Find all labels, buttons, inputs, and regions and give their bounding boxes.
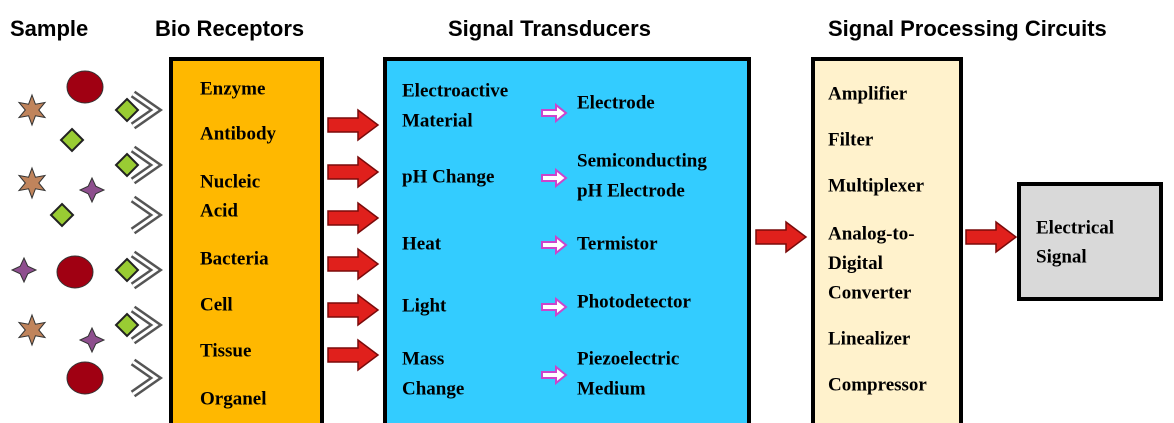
transducer-output: pH Electrode <box>577 180 685 201</box>
bio-receptor-box <box>169 57 324 423</box>
bio-receptor-label: Tissue <box>200 340 251 361</box>
processing-label: Compressor <box>828 374 927 395</box>
transducer-output: Electrode <box>577 92 655 113</box>
arrow <box>965 220 1018 254</box>
bio-receptor-label: Acid <box>200 200 238 221</box>
bio-receptor-label: Enzyme <box>200 78 265 99</box>
heading: Signal Transducers <box>448 16 651 41</box>
arrow <box>327 247 380 281</box>
output-label: Electrical <box>1036 217 1114 238</box>
arrow <box>327 201 380 235</box>
processing-label: Linealizer <box>828 328 911 349</box>
receptor-inner <box>132 252 159 288</box>
transducer-input: pH Change <box>402 166 494 187</box>
transducer-box <box>383 57 751 423</box>
diamond <box>114 257 140 283</box>
receptor-inner <box>132 307 159 343</box>
transducer-output: Termistor <box>577 233 658 254</box>
transducer-output: Medium <box>577 378 646 399</box>
processing-label: Amplifier <box>828 83 908 104</box>
transducer-output: Semiconducting <box>577 150 707 171</box>
processing-label: Digital <box>828 253 883 274</box>
processing-label: Analog-to- <box>828 223 915 244</box>
receptor-inner <box>132 147 159 183</box>
shapes <box>10 57 1163 423</box>
star <box>17 313 47 347</box>
star <box>17 93 47 127</box>
molecule <box>56 255 94 289</box>
receptor-inner <box>132 360 159 396</box>
small-arrow <box>541 167 568 189</box>
processing-label: Converter <box>828 282 912 303</box>
receptor <box>130 358 164 398</box>
transducer-input: Mass <box>402 348 444 369</box>
receptor-inner <box>132 197 159 233</box>
heading: Sample <box>10 16 88 41</box>
star <box>17 166 47 200</box>
diamond <box>114 312 140 338</box>
arrow <box>327 338 380 372</box>
diamond <box>114 97 140 123</box>
transducer-output: Piezoelectric <box>577 348 679 369</box>
arrow <box>327 293 380 327</box>
processing-box <box>811 57 963 423</box>
diamond <box>114 152 140 178</box>
processing-label: Multiplexer <box>828 175 925 196</box>
arrow <box>327 108 380 142</box>
arrow <box>755 220 808 254</box>
star <box>10 256 38 284</box>
heading: Bio Receptors <box>155 16 304 41</box>
transducer-input: Light <box>402 295 447 316</box>
small-arrow <box>541 296 568 318</box>
arrow <box>327 155 380 189</box>
texts: Sample Bio Receptors Signal Transducers Sig… <box>10 16 1114 410</box>
diamond <box>59 127 85 153</box>
small-arrow <box>541 364 568 386</box>
output-box <box>1017 182 1163 301</box>
molecule <box>66 70 104 104</box>
bio-receptor-label: Bacteria <box>200 248 269 269</box>
receptor <box>130 195 164 235</box>
bio-receptor-label: Antibody <box>200 123 277 144</box>
transducer-input: Heat <box>402 233 442 254</box>
bio-receptor-label: Cell <box>200 294 233 315</box>
output-label: Signal <box>1036 246 1087 267</box>
small-arrow <box>541 102 568 124</box>
transducer-input: Electroactive <box>402 80 508 101</box>
star <box>78 176 106 204</box>
transducer-input: Material <box>402 110 473 131</box>
bio-receptor-label: Nucleic <box>200 171 260 192</box>
heading: Signal Processing Circuits <box>828 16 1107 41</box>
bio-receptor-label: Organel <box>200 388 267 409</box>
transducer-input: Change <box>402 378 464 399</box>
receptor-inner <box>132 92 159 128</box>
transducer-output: Photodetector <box>577 291 692 312</box>
star <box>78 326 106 354</box>
molecule <box>66 361 104 395</box>
small-arrow <box>541 234 568 256</box>
diamond <box>49 202 75 228</box>
processing-label: Filter <box>828 129 874 150</box>
